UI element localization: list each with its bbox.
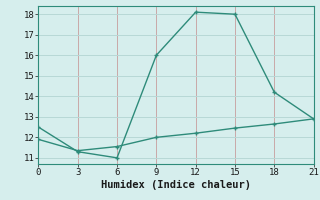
X-axis label: Humidex (Indice chaleur): Humidex (Indice chaleur) bbox=[101, 180, 251, 190]
